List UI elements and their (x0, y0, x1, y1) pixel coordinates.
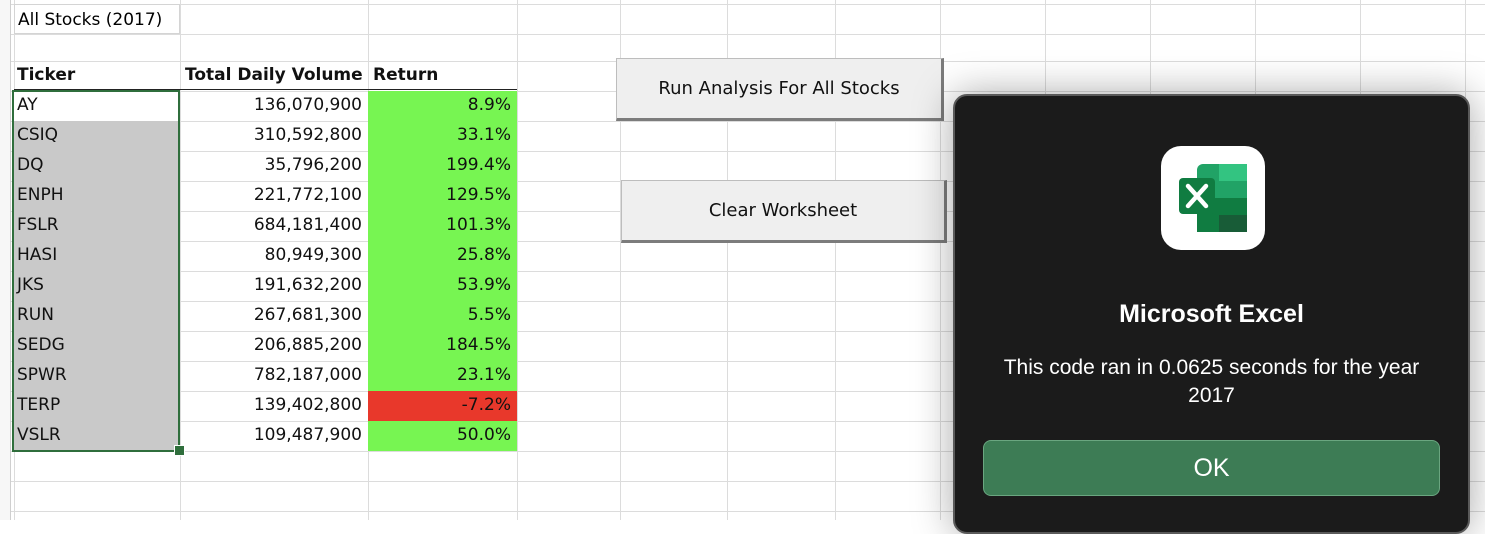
grid-row-line (0, 301, 1485, 302)
return-cell[interactable]: 53.9% (456, 275, 511, 295)
grid-column-line (517, 0, 518, 520)
ticker-cell[interactable]: HASI (17, 245, 58, 265)
return-cell[interactable]: 129.5% (446, 185, 511, 205)
header-volume[interactable]: Total Daily Volume (185, 65, 363, 85)
grid-column-line (835, 0, 836, 520)
volume-cell[interactable]: 221,772,100 (253, 185, 362, 205)
title-cell[interactable]: All Stocks (2017) (14, 4, 180, 34)
volume-cell[interactable]: 267,681,300 (253, 305, 362, 325)
return-cell-fill (368, 211, 517, 241)
return-cell[interactable]: 5.5% (467, 305, 511, 325)
ticker-cell[interactable]: CSIQ (17, 125, 59, 145)
grid-row-line (0, 451, 1485, 452)
ticker-cell[interactable]: VSLR (17, 425, 61, 445)
return-cell-fill (368, 271, 517, 301)
run-analysis-label: Run Analysis For All Stocks (658, 78, 900, 99)
grid-column-line (620, 0, 621, 520)
grid-column-line (940, 0, 941, 520)
grid-row-line (0, 331, 1485, 332)
grid-row-line (0, 34, 1485, 35)
grid-row-line (0, 421, 1485, 422)
return-cell[interactable]: 101.3% (446, 215, 511, 235)
active-cell (14, 91, 180, 121)
grid-row-line (0, 481, 1485, 482)
return-cell-fill (368, 91, 517, 121)
ticker-cell[interactable]: SPWR (17, 365, 67, 385)
alert-dialog: Microsoft Excel This code ran in 0.0625 … (953, 94, 1470, 534)
return-cell[interactable]: 199.4% (446, 155, 511, 175)
run-analysis-button[interactable]: Run Analysis For All Stocks (616, 58, 944, 121)
header-return[interactable]: Return (373, 65, 439, 85)
return-cell[interactable]: 50.0% (456, 425, 511, 445)
clear-worksheet-label: Clear Worksheet (708, 200, 858, 221)
grid-row-line (0, 511, 1485, 512)
return-cell-fill (368, 331, 517, 361)
ticker-selection-fill (14, 91, 180, 451)
grid-row-line (0, 361, 1485, 362)
grid-row-line (0, 121, 1485, 122)
return-cell-fill (368, 241, 517, 271)
ticker-cell[interactable]: ENPH (17, 185, 64, 205)
volume-cell[interactable]: 310,592,800 (253, 125, 362, 145)
grid-row-line (0, 151, 1485, 152)
volume-cell[interactable]: 191,632,200 (253, 275, 362, 295)
header-underline (14, 89, 517, 90)
ticker-cell[interactable]: AY (17, 95, 38, 115)
dialog-title: Microsoft Excel (1119, 300, 1304, 328)
return-cell-fill (368, 391, 517, 421)
return-cell-fill (368, 181, 517, 211)
return-cell-fill (368, 301, 517, 331)
grid-row-line (0, 391, 1485, 392)
return-cell-fill (368, 361, 517, 391)
row-header-strip (0, 0, 11, 520)
volume-cell[interactable]: 136,070,900 (253, 95, 362, 115)
grid-column-line (180, 0, 181, 520)
clear-worksheet-button[interactable]: Clear Worksheet (621, 180, 947, 243)
return-cell-fill (368, 421, 517, 451)
grid-row-line (0, 4, 1485, 5)
ticker-cell[interactable]: FSLR (17, 215, 59, 235)
ticker-cell[interactable]: RUN (17, 305, 54, 325)
excel-app-icon (1161, 146, 1265, 250)
ok-button[interactable]: OK (983, 440, 1440, 496)
ticker-cell[interactable]: SEDG (17, 335, 65, 355)
return-cell[interactable]: 25.8% (456, 245, 511, 265)
selection-border (12, 90, 180, 452)
volume-cell[interactable]: 782,187,000 (253, 365, 362, 385)
return-cell[interactable]: 33.1% (456, 125, 511, 145)
ticker-cell[interactable]: DQ (17, 155, 44, 175)
ticker-cell[interactable]: TERP (17, 395, 61, 415)
volume-cell[interactable]: 139,402,800 (253, 395, 362, 415)
volume-cell[interactable]: 109,487,900 (253, 425, 362, 445)
volume-cell[interactable]: 35,796,200 (264, 155, 362, 175)
return-cell-fill (368, 121, 517, 151)
return-cell[interactable]: 23.1% (456, 365, 511, 385)
volume-cell[interactable]: 80,949,300 (264, 245, 362, 265)
return-cell[interactable]: -7.2% (461, 395, 511, 415)
volume-cell[interactable]: 684,181,400 (253, 215, 362, 235)
grid-column-line (727, 0, 728, 520)
return-cell-fill (368, 151, 517, 181)
header-ticker[interactable]: Ticker (17, 65, 76, 85)
volume-cell[interactable]: 206,885,200 (253, 335, 362, 355)
ok-button-label: OK (1193, 453, 1230, 482)
ticker-cell[interactable]: JKS (17, 275, 44, 295)
dialog-message: This code ran in 0.0625 seconds for the … (1003, 356, 1420, 407)
fill-handle[interactable] (174, 445, 185, 456)
return-cell[interactable]: 8.9% (467, 95, 511, 115)
return-cell[interactable]: 184.5% (446, 335, 511, 355)
grid-row-line (0, 271, 1485, 272)
